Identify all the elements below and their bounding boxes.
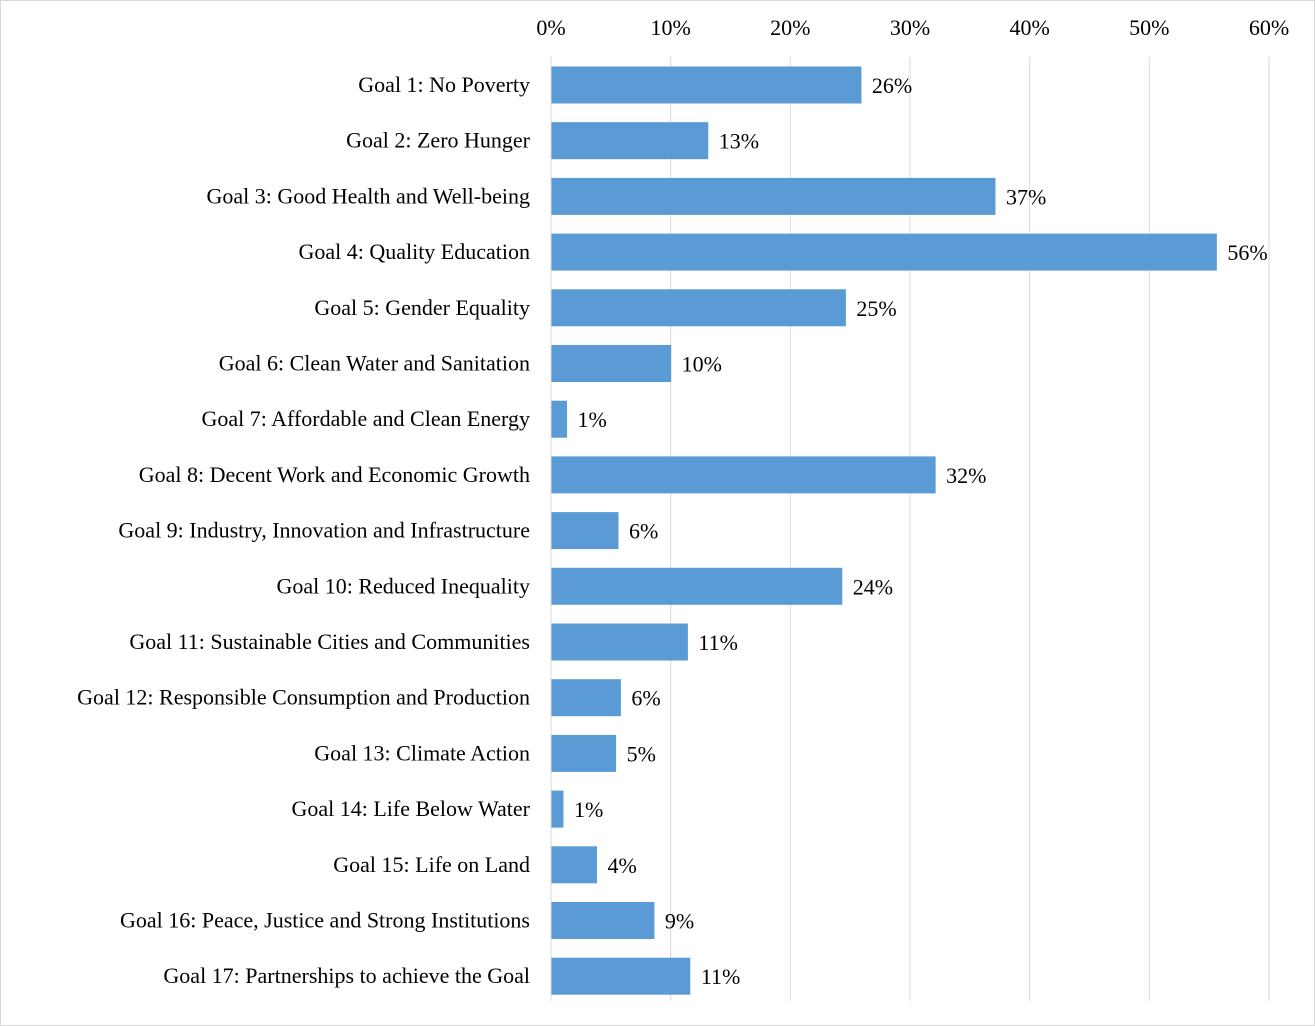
category-label: Goal 5: Gender Equality	[314, 295, 530, 320]
category-label: Goal 10: Reduced Inequality	[276, 573, 530, 598]
category-label: Goal 11: Sustainable Cities and Communit…	[129, 629, 530, 654]
data-label: 25%	[856, 296, 896, 321]
bar	[551, 233, 1217, 271]
data-label: 13%	[719, 129, 759, 154]
x-tick-label: 10%	[651, 15, 691, 40]
bar	[551, 66, 862, 104]
category-label: Goal 8: Decent Work and Economic Growth	[139, 462, 530, 487]
category-label: Goal 6: Clean Water and Sanitation	[219, 351, 530, 376]
bar	[551, 679, 621, 717]
category-labels: Goal 1: No Poverty Goal 2: Zero Hunger Goa…	[77, 72, 531, 988]
category-label: Goal 14: Life Below Water	[291, 796, 530, 821]
bar	[551, 846, 597, 884]
bars	[551, 66, 1217, 995]
x-tick-label: 0%	[536, 15, 565, 40]
x-tick-label: 60%	[1249, 15, 1289, 40]
category-label: Goal 4: Quality Education	[298, 239, 530, 264]
category-label: Goal 3: Good Health and Well-being	[207, 183, 530, 208]
data-label: 11%	[698, 630, 738, 655]
data-label: 11%	[701, 964, 741, 989]
data-label: 9%	[665, 909, 694, 934]
data-label: 1%	[578, 407, 607, 432]
bar	[551, 177, 996, 215]
bar	[551, 456, 936, 494]
x-tick-label: 30%	[890, 15, 930, 40]
data-label: 24%	[853, 574, 893, 599]
data-labels: 26% 13% 37% 56% 25% 10% 1% 32% 6% 24% 11% 6% 5% 1% 4% 9…	[574, 73, 1268, 989]
x-tick-label: 50%	[1129, 15, 1169, 40]
category-label: Goal 9: Industry, Innovation and Infrast…	[118, 518, 530, 543]
bar	[551, 512, 619, 550]
x-tick-label: 40%	[1010, 15, 1050, 40]
bar	[551, 289, 846, 327]
data-label: 6%	[631, 686, 660, 711]
category-label: Goal 2: Zero Hunger	[346, 128, 531, 153]
category-label: Goal 7: Affordable and Clean Energy	[202, 406, 531, 431]
data-label: 1%	[574, 797, 603, 822]
category-label: Goal 17: Partnerships to achieve the Goa…	[163, 963, 530, 988]
bar	[551, 567, 843, 605]
x-tick-label: 20%	[770, 15, 810, 40]
bar	[551, 122, 709, 160]
bar	[551, 400, 568, 438]
bar	[551, 790, 564, 828]
data-label: 6%	[629, 519, 658, 544]
x-axis-ticks: 0% 10% 20% 30% 40% 50% 60%	[536, 15, 1289, 40]
data-label: 37%	[1006, 184, 1046, 209]
data-label: 10%	[682, 352, 722, 377]
data-label: 32%	[946, 463, 986, 488]
category-label: Goal 16: Peace, Justice and Strong Insti…	[120, 908, 530, 933]
category-label: Goal 13: Climate Action	[314, 740, 530, 765]
category-label: Goal 15: Life on Land	[333, 852, 530, 877]
data-label: 5%	[627, 741, 656, 766]
bar	[551, 902, 655, 939]
category-label: Goal 12: Responsible Consumption and Pro…	[77, 685, 530, 710]
data-label: 56%	[1227, 240, 1267, 265]
bar	[551, 623, 688, 661]
bar	[551, 734, 617, 772]
bar	[551, 345, 672, 382]
bar	[551, 957, 691, 995]
category-label: Goal 1: No Poverty	[358, 72, 530, 97]
data-label: 4%	[607, 853, 636, 878]
data-label: 26%	[872, 73, 912, 98]
